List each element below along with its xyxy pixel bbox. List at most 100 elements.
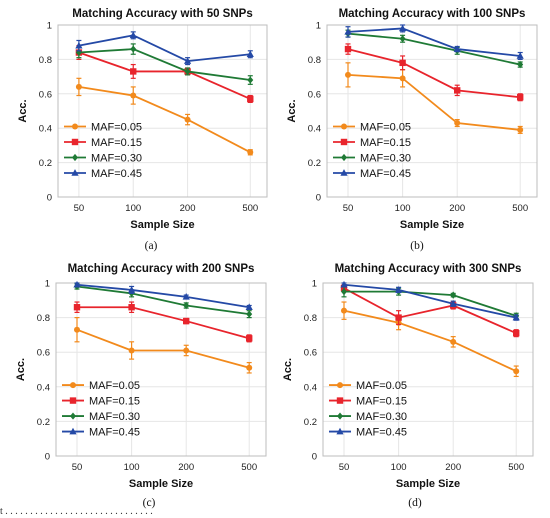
legend-marker <box>341 123 347 130</box>
data-point <box>517 60 524 69</box>
y-axis-label: Acc. <box>17 99 29 122</box>
data-point <box>399 59 406 67</box>
data-point <box>247 95 254 103</box>
y-tick-label: 0.2 <box>39 158 52 169</box>
series-line <box>344 290 517 317</box>
y-tick-label: 0.8 <box>308 55 321 66</box>
y-tick-label: 0.4 <box>37 382 50 393</box>
data-point <box>395 314 402 321</box>
y-tick-label: 0.8 <box>37 313 50 324</box>
data-point <box>183 347 190 354</box>
data-point <box>182 293 190 300</box>
y-tick-label: 1 <box>316 21 321 32</box>
legend-label: MAF=0.45 <box>89 427 140 439</box>
data-point <box>454 87 461 94</box>
x-axis-label: Sample Size <box>396 478 460 490</box>
series-line <box>343 283 517 319</box>
y-tick-label: 0.2 <box>308 158 321 169</box>
panel-caption: (d) <box>408 497 422 509</box>
series-line <box>343 309 517 373</box>
data-point <box>184 116 191 123</box>
y-tick-label: 0 <box>312 452 317 463</box>
data-point <box>128 304 135 311</box>
y-axis-label: Acc. <box>286 99 298 122</box>
data-point <box>247 76 254 84</box>
y-tick-label: 1 <box>312 279 317 290</box>
data-point <box>245 303 253 311</box>
y-tick-label: 0.8 <box>39 55 52 66</box>
legend-marker <box>336 427 344 435</box>
data-point <box>399 24 407 32</box>
data-point <box>450 338 457 345</box>
x-tick-label: 500 <box>242 203 258 214</box>
y-tick-label: 0.2 <box>304 417 317 428</box>
data-point <box>75 83 82 90</box>
chart-title: Matching Accuracy with 200 SNPs <box>68 263 255 275</box>
plot-frame <box>55 282 267 457</box>
legend-marker <box>70 412 76 420</box>
data-point <box>345 71 351 78</box>
legend-label: MAF=0.15 <box>360 137 411 149</box>
legend-marker <box>69 427 77 435</box>
x-tick-label: 100 <box>125 203 141 214</box>
chart-panel-2: Matching Accuracy with 100 SNPs 0 0.2 0.4 0.… <box>286 8 538 252</box>
data-point <box>128 347 135 354</box>
legend-label: MAF=0.15 <box>89 396 140 408</box>
series-line <box>76 285 250 316</box>
data-point <box>517 126 524 133</box>
data-point <box>73 280 81 288</box>
data-point <box>130 92 137 99</box>
series-line <box>77 306 250 340</box>
legend-label: MAF=0.05 <box>356 380 407 392</box>
data-point <box>344 28 352 35</box>
x-axis-label: Sample Size <box>129 478 193 490</box>
data-point <box>449 299 457 307</box>
panel-caption: (a) <box>145 240 158 252</box>
data-point <box>130 45 137 53</box>
x-axis-label: Sample Size <box>130 219 194 231</box>
legend-label: MAF=0.15 <box>91 137 142 149</box>
data-point <box>340 280 348 288</box>
data-point <box>513 329 520 337</box>
data-point <box>73 304 81 311</box>
x-tick-label: 200 <box>178 462 194 473</box>
series-line <box>78 48 251 81</box>
x-tick-label: 50 <box>74 203 85 214</box>
legend-marker <box>341 153 347 162</box>
series-MAF=0.05 <box>75 77 254 156</box>
legend-marker <box>71 169 79 176</box>
chart-panel-1: Matching Accuracy with 50 SNPs 0 0.2 0.4 0.6… <box>17 8 268 252</box>
data-point <box>341 288 347 296</box>
data-point <box>395 286 403 293</box>
x-tick-label: 100 <box>395 203 411 214</box>
chart-title: Matching Accuracy with 300 SNPs <box>335 263 522 275</box>
series-line <box>78 86 251 154</box>
data-point <box>184 67 191 76</box>
data-point <box>183 57 192 64</box>
series-line <box>347 48 521 99</box>
y-axis-label: Acc. <box>15 358 27 381</box>
y-tick-label: 0 <box>316 193 321 204</box>
legend-marker <box>337 412 343 420</box>
series-line <box>343 287 517 334</box>
y-tick-label: 0.6 <box>308 89 321 100</box>
data-point <box>130 68 137 75</box>
series-MAF=0.45 <box>73 280 253 311</box>
legend-label: MAF=0.05 <box>91 121 142 133</box>
data-point <box>399 75 406 82</box>
x-tick-label: 50 <box>72 462 83 473</box>
legend-label: MAF=0.05 <box>360 121 411 133</box>
x-tick-label: 500 <box>241 462 257 473</box>
data-point <box>183 317 190 325</box>
y-tick-label: 0.6 <box>37 348 50 359</box>
legend: MAF=0.05 MAF=0.15 MAF=0.30 MAF=0.45 <box>62 380 140 439</box>
y-tick-label: 0.4 <box>304 382 317 393</box>
legend-marker <box>336 397 344 404</box>
x-tick-label: 200 <box>445 462 461 473</box>
data-point <box>129 31 137 39</box>
series-line <box>76 283 250 309</box>
y-tick-label: 0.6 <box>304 348 317 359</box>
y-tick-label: 0.8 <box>304 313 317 324</box>
chart-title: Matching Accuracy with 50 SNPs <box>72 8 252 20</box>
